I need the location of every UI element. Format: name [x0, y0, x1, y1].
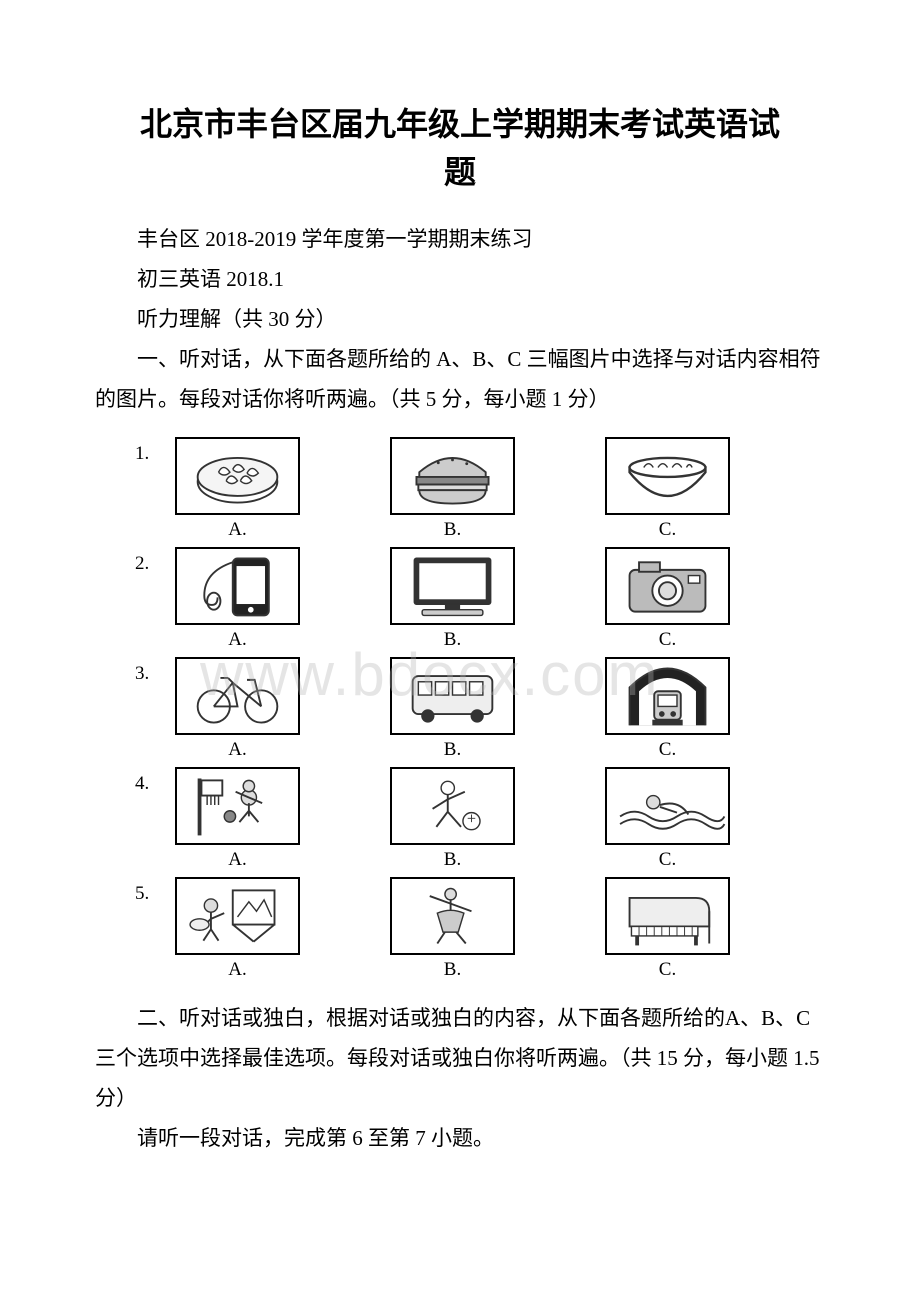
option-label: B.: [444, 849, 461, 871]
title-line-1: 北京市丰台区届九年级上学期期末考试英语试: [140, 106, 780, 142]
option: B.: [390, 657, 515, 761]
basketball-icon: [175, 767, 300, 845]
option-label: A.: [228, 959, 246, 981]
camera-icon: [605, 547, 730, 625]
section-1-text: 一、听对话，从下面各题所给的 A、B、C 三幅图片中选择与对话内容相符的图片。每…: [95, 340, 825, 420]
option: B.: [390, 877, 515, 981]
options-container: A. B. C.: [175, 877, 825, 981]
option-label: A.: [228, 629, 246, 651]
title-line-2: 题: [444, 154, 476, 190]
options-container: A. B. C.: [175, 767, 825, 871]
swimming-icon: [605, 767, 730, 845]
option-label: C.: [659, 739, 676, 761]
options-container: A. B. C.: [175, 657, 825, 761]
question-row: 2. A. B. C.: [135, 547, 825, 651]
option: A.: [175, 767, 300, 871]
option: C.: [605, 767, 730, 871]
options-container: A. B. C.: [175, 437, 825, 541]
option: A.: [175, 437, 300, 541]
subject-line: 初三英语 2018.1: [95, 260, 825, 300]
painting-icon: [175, 877, 300, 955]
listening-header: 听力理解（共 30 分）: [95, 300, 825, 340]
option-label: B.: [444, 519, 461, 541]
option-label: B.: [444, 739, 461, 761]
option-label: A.: [228, 849, 246, 871]
question-row: 4. A. B. C.: [135, 767, 825, 871]
option-label: C.: [659, 849, 676, 871]
option-label: A.: [228, 519, 246, 541]
question-number: 1.: [135, 437, 175, 465]
subway-icon: [605, 657, 730, 735]
option-label: B.: [444, 959, 461, 981]
document-page: 北京市丰台区届九年级上学期期末考试英语试 题 丰台区 2018-2019 学年度…: [0, 0, 920, 1302]
option: C.: [605, 547, 730, 651]
option-label: B.: [444, 629, 461, 651]
option: C.: [605, 437, 730, 541]
option: B.: [390, 437, 515, 541]
football-icon: [390, 767, 515, 845]
option: A.: [175, 547, 300, 651]
document-title: 北京市丰台区届九年级上学期期末考试英语试 题: [95, 100, 825, 196]
option: C.: [605, 877, 730, 981]
question-number: 5.: [135, 877, 175, 905]
subtitle-line: 丰台区 2018-2019 学年度第一学期期末练习: [95, 220, 825, 260]
option: A.: [175, 877, 300, 981]
option-label: C.: [659, 519, 676, 541]
noodles-icon: [605, 437, 730, 515]
option-label: C.: [659, 629, 676, 651]
dumplings-icon: [175, 437, 300, 515]
bicycle-icon: [175, 657, 300, 735]
section-2-sub: 请听一段对话，完成第 6 至第 7 小题。: [95, 1119, 825, 1159]
option: B.: [390, 767, 515, 871]
option: C.: [605, 657, 730, 761]
options-container: A. B. C.: [175, 547, 825, 651]
option: A.: [175, 657, 300, 761]
option-label: A.: [228, 739, 246, 761]
question-row: 3. A. B. C.: [135, 657, 825, 761]
question-row: 1. A. B. C.: [135, 437, 825, 541]
question-number: 3.: [135, 657, 175, 685]
question-grid: 1. A. B. C. 2. A. B. C. 3. A. B. C. 4. A. B. C. 5. A. B. C.: [95, 437, 825, 981]
section-2-text: 二、听对话或独白，根据对话或独白的内容，从下面各题所给的A、B、C 三个选项中选…: [95, 999, 825, 1119]
question-number: 4.: [135, 767, 175, 795]
computer-icon: [390, 547, 515, 625]
bus-icon: [390, 657, 515, 735]
question-row: 5. A. B. C.: [135, 877, 825, 981]
option-label: C.: [659, 959, 676, 981]
hamburger-icon: [390, 437, 515, 515]
phone-icon: [175, 547, 300, 625]
option: B.: [390, 547, 515, 651]
question-number: 2.: [135, 547, 175, 575]
piano-icon: [605, 877, 730, 955]
dancing-icon: [390, 877, 515, 955]
